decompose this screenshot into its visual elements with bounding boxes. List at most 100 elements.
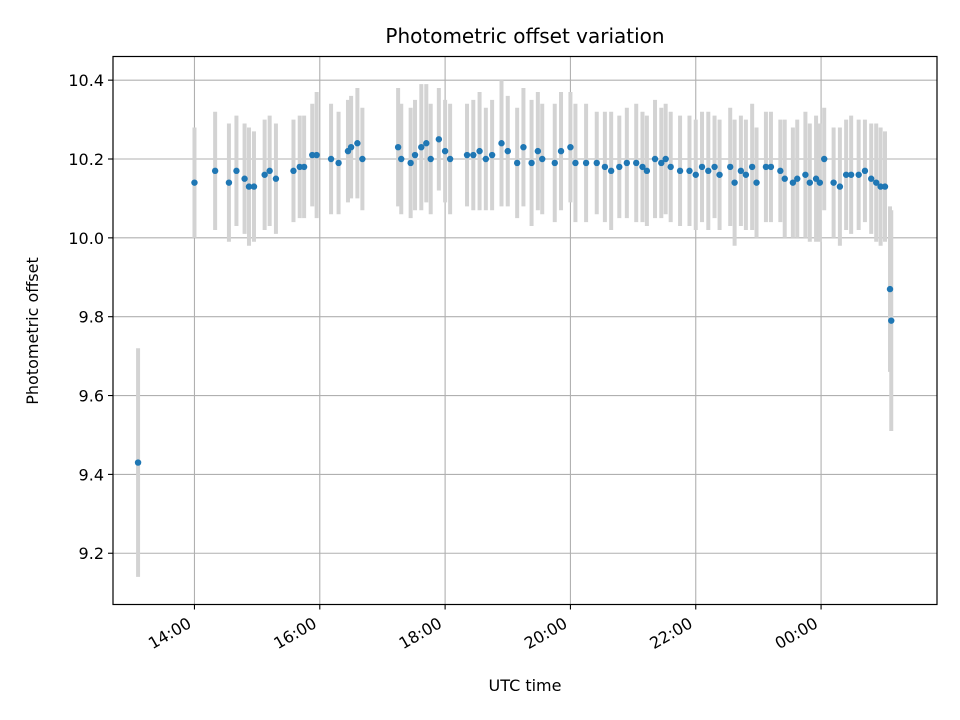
- data-point: [539, 155, 546, 163]
- data-point: [888, 317, 895, 324]
- data-point: [233, 167, 240, 175]
- data-point: [633, 159, 640, 167]
- data-point: [582, 159, 590, 167]
- data-point: [868, 175, 875, 182]
- data-point: [411, 151, 419, 159]
- y-tick-label: 10.0: [68, 229, 104, 248]
- data-point: [520, 143, 527, 151]
- data-point: [211, 167, 219, 175]
- data-point: [667, 163, 674, 171]
- data-point: [327, 155, 335, 163]
- data-point: [482, 155, 490, 163]
- data-point: [134, 459, 142, 466]
- data-point: [816, 179, 824, 186]
- data-point: [394, 143, 402, 151]
- data-point: [513, 159, 521, 167]
- data-point: [418, 143, 425, 151]
- data-point: [789, 179, 797, 186]
- data-point: [861, 167, 869, 175]
- data-point: [557, 147, 565, 155]
- data-point: [802, 171, 809, 178]
- data-point: [250, 183, 258, 190]
- data-point: [639, 163, 646, 171]
- data-points: [134, 136, 895, 466]
- y-tick-label: 9.4: [79, 465, 104, 484]
- data-point: [607, 167, 615, 175]
- data-point: [727, 163, 734, 171]
- data-point: [662, 155, 669, 163]
- data-point: [446, 155, 454, 163]
- data-point: [572, 159, 579, 167]
- y-axis-title: Photometric offset: [23, 257, 42, 405]
- data-point: [225, 179, 233, 186]
- plot-frame: [112, 55, 938, 606]
- data-point: [658, 159, 665, 167]
- data-point: [877, 183, 884, 190]
- data-point: [441, 147, 449, 155]
- data-point: [347, 143, 355, 151]
- data-point: [354, 140, 361, 147]
- data-point: [435, 136, 443, 143]
- data-point: [806, 179, 813, 186]
- data-point: [290, 167, 297, 175]
- data-point: [551, 159, 558, 167]
- y-tick-label: 9.6: [79, 387, 104, 406]
- data-point: [601, 163, 609, 171]
- data-point: [398, 155, 405, 163]
- chart-title: Photometric offset variation: [385, 24, 664, 48]
- data-point: [528, 159, 535, 167]
- data-point: [300, 163, 308, 171]
- data-point: [488, 151, 496, 159]
- data-point: [705, 167, 712, 175]
- data-point: [821, 155, 828, 163]
- data-point: [748, 163, 756, 171]
- data-point: [313, 151, 320, 159]
- data-point: [686, 167, 693, 175]
- data-point: [692, 171, 699, 178]
- data-point: [781, 175, 788, 182]
- data-point: [261, 171, 268, 178]
- data-point: [498, 140, 505, 147]
- data-point: [651, 155, 659, 163]
- data-point: [830, 179, 837, 186]
- y-tick-label: 9.8: [79, 308, 104, 327]
- data-point: [272, 175, 280, 182]
- data-point: [767, 163, 775, 171]
- y-tick-label: 9.2: [79, 544, 104, 563]
- data-point: [266, 167, 273, 175]
- data-point: [567, 143, 574, 151]
- data-point: [753, 179, 760, 186]
- data-point: [716, 171, 723, 178]
- data-point: [676, 167, 684, 175]
- data-point: [742, 171, 750, 178]
- data-point: [504, 147, 511, 155]
- data-point: [643, 167, 651, 175]
- data-point: [881, 183, 889, 190]
- data-point: [534, 147, 542, 155]
- data-point: [335, 159, 342, 167]
- y-tick-label: 10.4: [68, 71, 104, 90]
- data-point: [762, 163, 770, 171]
- data-point: [309, 151, 316, 159]
- data-point: [191, 179, 198, 186]
- data-point: [296, 163, 303, 171]
- data-point: [423, 140, 430, 147]
- data-point: [847, 171, 855, 178]
- data-point: [777, 167, 784, 175]
- data-point: [593, 159, 600, 167]
- data-point: [794, 175, 801, 182]
- data-point: [886, 285, 894, 293]
- data-point: [245, 183, 253, 190]
- data-point: [623, 159, 631, 167]
- y-tick-label: 10.2: [68, 150, 104, 169]
- data-point: [359, 155, 366, 163]
- data-point: [711, 163, 718, 171]
- data-point: [463, 151, 471, 159]
- data-point: [427, 155, 434, 163]
- data-point: [731, 179, 738, 186]
- data-point: [470, 151, 477, 159]
- data-point: [616, 163, 623, 171]
- data-point: [873, 179, 880, 186]
- data-point: [407, 159, 414, 167]
